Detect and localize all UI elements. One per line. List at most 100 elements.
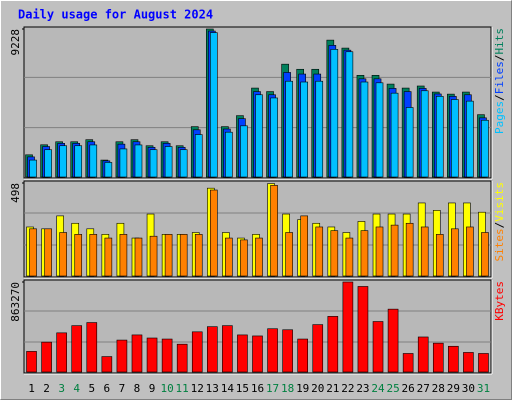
bar [86, 322, 98, 373]
bar [191, 331, 203, 373]
legend-entry: Pages [493, 101, 506, 134]
bar [372, 321, 384, 373]
x-tick-label: 2 [43, 382, 50, 395]
bar [420, 226, 429, 277]
bar [44, 228, 52, 277]
bar [74, 145, 83, 178]
bar [225, 237, 233, 277]
x-tick-label: 13 [206, 382, 219, 395]
bar [315, 80, 324, 178]
bar [134, 144, 143, 178]
x-tick-label: 7 [119, 382, 126, 395]
bar [101, 356, 113, 373]
bar [297, 338, 308, 373]
bar [119, 148, 128, 178]
bar [267, 328, 278, 373]
legend-entry: Sites [493, 228, 506, 261]
bar [417, 336, 429, 373]
bar [330, 230, 339, 277]
bar [466, 100, 474, 178]
bar [435, 96, 444, 178]
x-tick-label: 26 [402, 382, 415, 395]
y-tick-label: 863270 [9, 282, 22, 322]
bar [312, 324, 324, 373]
x-tick-label: 21 [326, 382, 339, 395]
x-tick-label: 14 [221, 382, 235, 395]
x-tick-label: 30 [462, 382, 475, 395]
bar [420, 90, 429, 178]
bar [134, 237, 143, 277]
x-tick-label: 18 [281, 382, 294, 395]
bar [161, 338, 173, 373]
legend-separator: / [493, 222, 506, 229]
x-tick-label: 3 [58, 382, 65, 395]
bar [282, 329, 293, 373]
bar [451, 228, 459, 277]
bar [481, 232, 489, 277]
x-tick-label: 10 [160, 382, 173, 395]
x-tick-label: 27 [417, 382, 430, 395]
bar [390, 224, 399, 277]
x-tick-label: 5 [88, 382, 95, 395]
legend-separator: / [493, 55, 506, 62]
y-tick-label: 9228 [9, 29, 22, 56]
bar [146, 337, 158, 373]
bar [405, 107, 414, 178]
x-tick-label: 31 [477, 382, 490, 395]
bar [330, 49, 339, 178]
bar [390, 92, 399, 178]
bar [207, 326, 218, 373]
bar [300, 215, 308, 277]
x-tick-label: 29 [447, 382, 460, 395]
bar [463, 352, 474, 373]
bar [255, 237, 263, 277]
bar [451, 99, 459, 178]
bar [164, 234, 173, 277]
legend: Sites/Visits [493, 182, 506, 262]
bar [194, 234, 203, 277]
legend-entry: Visits [493, 182, 506, 222]
bar [131, 334, 143, 373]
bar [59, 232, 67, 277]
legend-entry: KBytes [493, 281, 506, 321]
bar [104, 162, 113, 178]
x-tick-label: 11 [176, 382, 189, 395]
bar [222, 325, 233, 373]
bar [179, 234, 188, 277]
bar [179, 149, 188, 178]
bar [29, 159, 37, 178]
bar [360, 230, 369, 277]
bar [237, 334, 248, 373]
bar [240, 239, 248, 277]
bar [104, 237, 113, 277]
x-tick-label: 17 [266, 382, 279, 395]
bar [119, 234, 128, 277]
legend: Pages/Files/Hits [493, 28, 506, 134]
bar [116, 339, 128, 373]
x-tick-label: 4 [73, 382, 80, 395]
legend-entry: Hits [493, 28, 506, 55]
bar [432, 342, 444, 373]
bar [56, 332, 67, 373]
bar [44, 149, 52, 178]
x-tick-label: 6 [104, 382, 111, 395]
bar [26, 351, 37, 373]
bar [270, 97, 278, 178]
x-tick-label: 9 [149, 382, 156, 395]
x-tick-label: 22 [341, 382, 354, 395]
x-tick-label: 25 [386, 382, 399, 395]
bar [89, 144, 98, 178]
bar [270, 185, 278, 277]
bar [360, 81, 369, 178]
bar [41, 341, 52, 373]
bar [255, 94, 263, 178]
bar [29, 228, 37, 277]
x-tick-label: 8 [134, 382, 141, 395]
bar [59, 145, 67, 178]
x-tick-label: 12 [191, 382, 204, 395]
bar [448, 345, 459, 373]
bar [210, 32, 218, 178]
bar [176, 343, 188, 373]
